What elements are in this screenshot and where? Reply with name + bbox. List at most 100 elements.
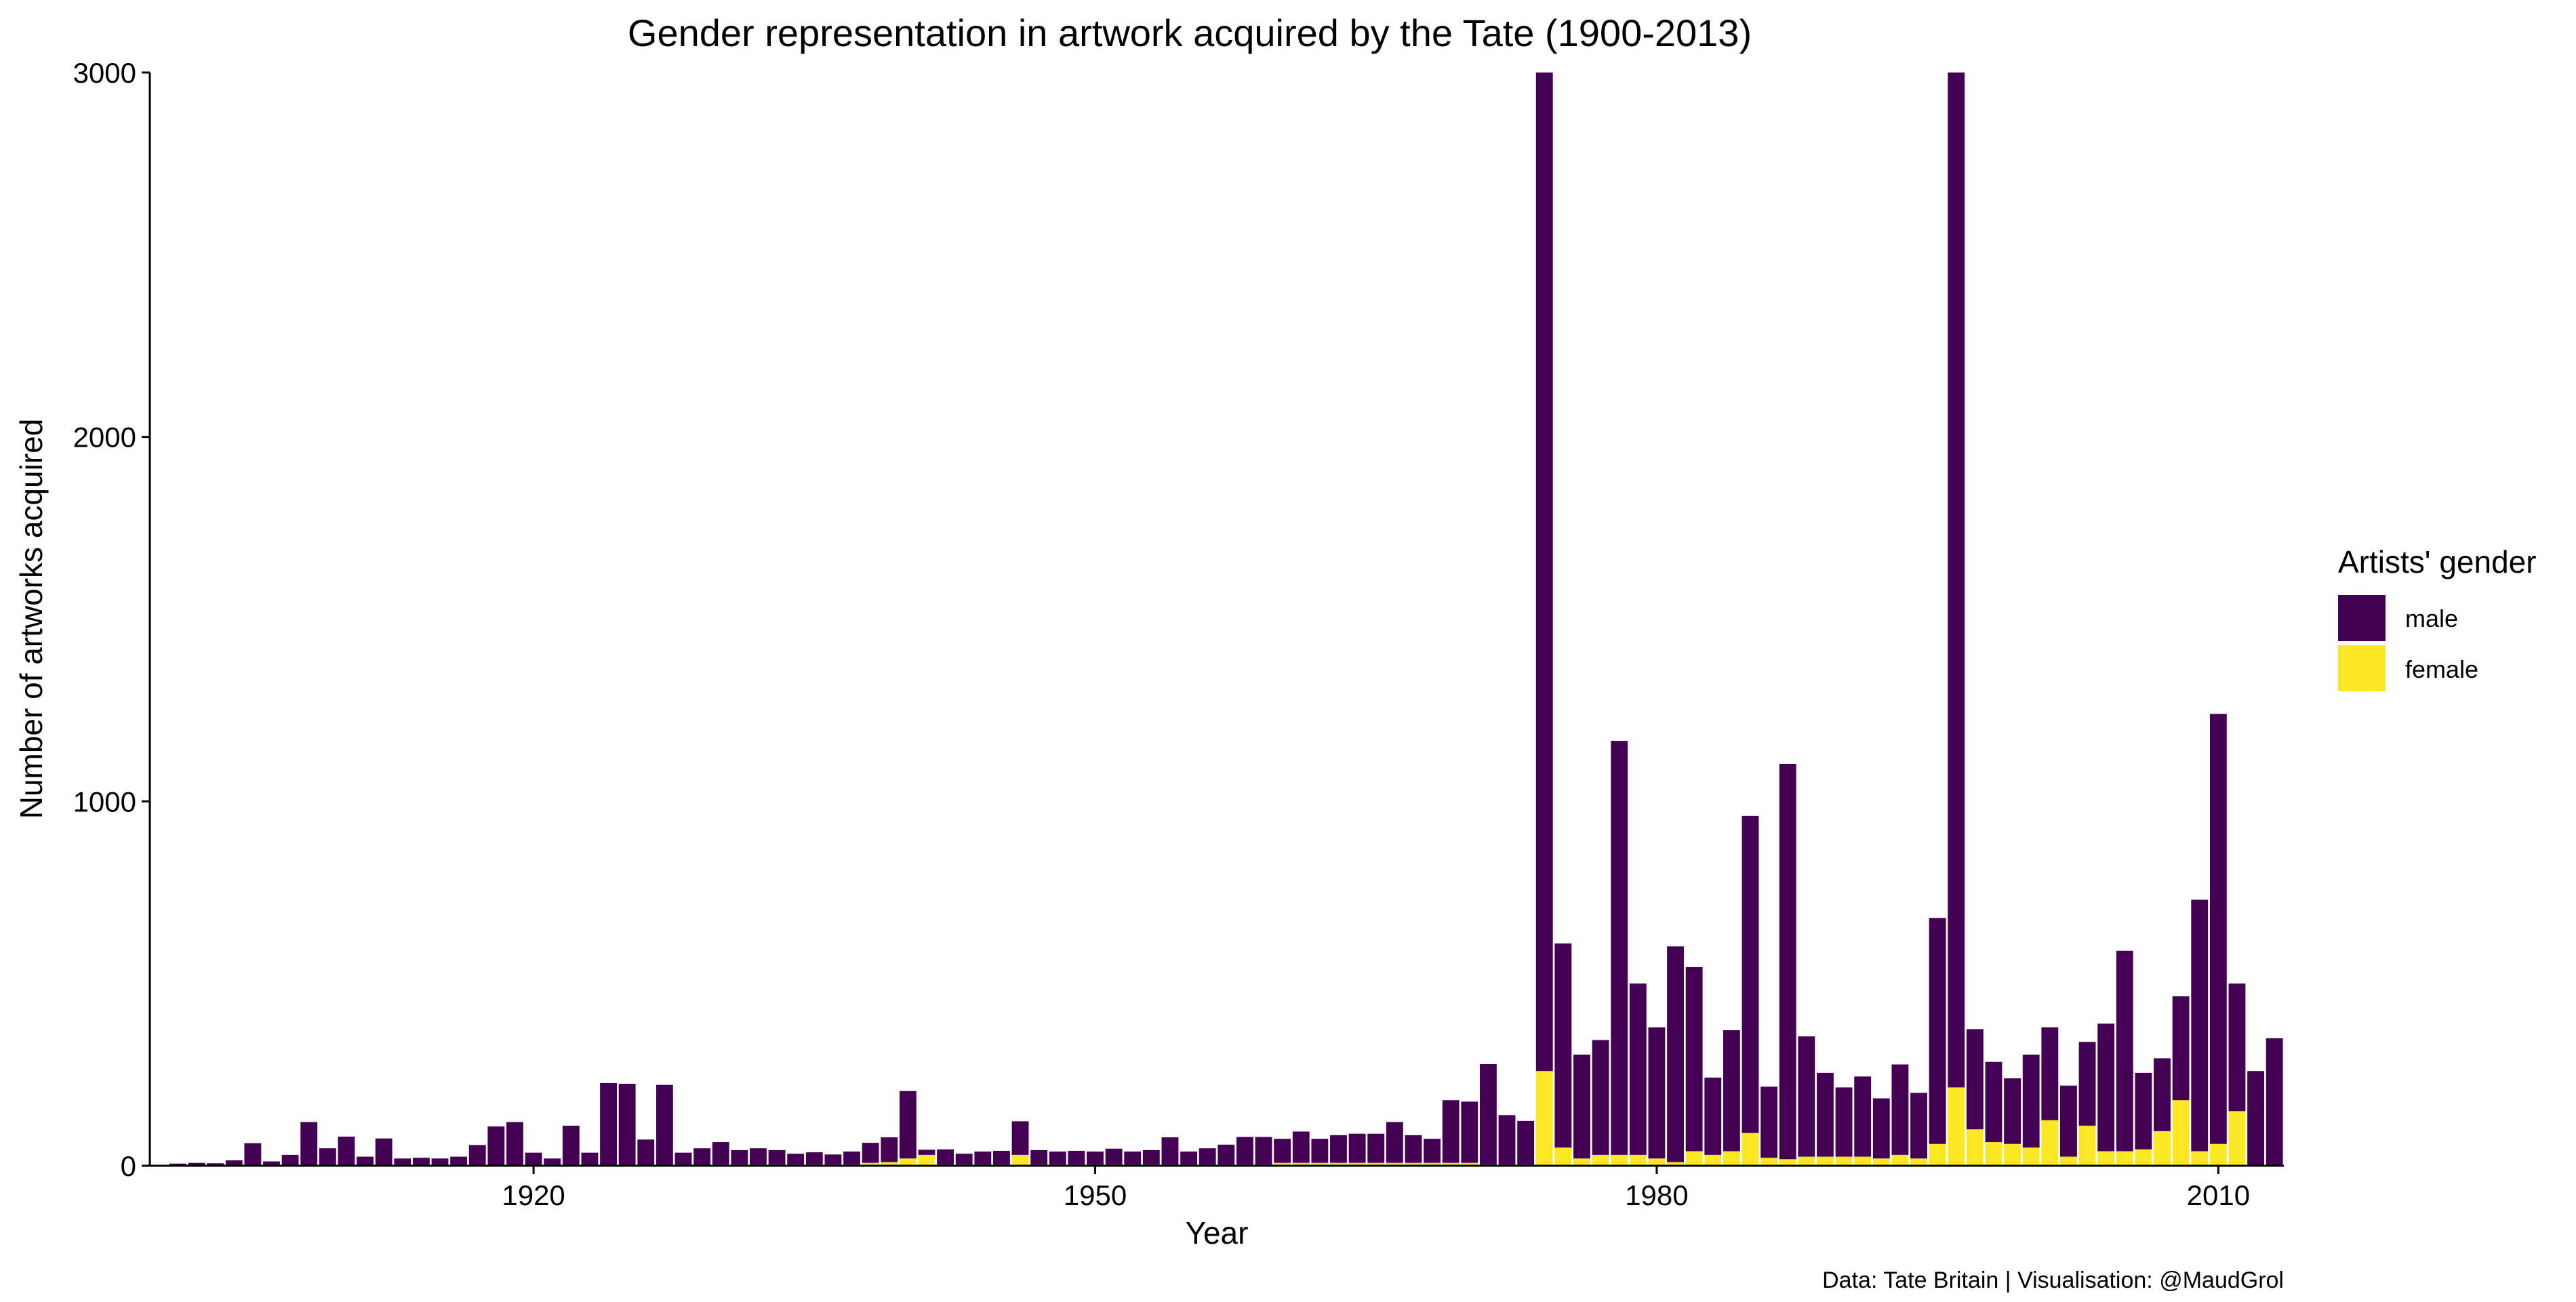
y-axis-title: Number of artworks acquired [14,419,49,819]
bar-male-2010 [2209,714,2227,1144]
bar-male-1911 [357,1156,374,1166]
bar-female-1963 [1330,1162,1347,1166]
bar-male-1944 [974,1152,992,1165]
bar-female-1974 [1535,1071,1553,1166]
bar-female-1941 [918,1154,935,1166]
bar-male-1936 [824,1154,842,1165]
legend-title: Artists' gender [2338,544,2537,579]
bar-male-1992 [1872,1098,1890,1159]
bar-female-1965 [1367,1162,1385,1166]
bar-male-1905 [244,1143,262,1166]
chart-title: Gender representation in artwork acquire… [628,12,1752,54]
bar-male-1952 [1124,1152,1142,1165]
bar-female-1984 [1723,1151,1740,1166]
bar-male-1988 [1798,1036,1815,1157]
bar-female-1962 [1311,1162,1329,1166]
bar-male-1932 [750,1148,767,1165]
bar-male-2000 [2022,1055,2040,1148]
bar-male-2012 [2247,1071,2264,1166]
bar-male-1937 [843,1152,860,1165]
bar-male-1982 [1685,967,1703,1152]
bar-male-1981 [1667,946,1684,1162]
bar-male-1970 [1461,1101,1478,1163]
bar-male-1958 [1236,1137,1253,1165]
y-tick-label-0: 0 [121,1150,136,1182]
legend: Artists' gender male female [2338,544,2537,691]
bar-male-2009 [2191,899,2209,1152]
bar-male-1933 [768,1150,786,1165]
bar-male-1999 [2004,1078,2021,1144]
bar-female-1980 [1648,1158,1666,1166]
bar-male-1985 [1742,815,1759,1133]
y-tick-label-2000: 2000 [73,422,136,453]
bar-male-1926 [637,1139,655,1165]
bar-male-1928 [675,1152,692,1165]
bar-male-1946 [1011,1121,1029,1155]
bar-male-1983 [1704,1077,1722,1155]
bar-female-1985 [1742,1133,1759,1166]
bar-male-1903 [207,1163,224,1166]
bar-female-2001 [2041,1120,2059,1166]
bar-male-1996 [1948,73,1965,1088]
bar-male-1924 [600,1082,617,1165]
bar-female-1978 [1611,1154,1628,1166]
bar-female-1939 [881,1162,898,1166]
x-ticks-group: 1920 1950 1980 2010 [502,1166,2250,1211]
x-tick-label-2010: 2010 [2187,1179,2250,1211]
bar-male-1949 [1068,1150,1085,1165]
bar-male-1907 [281,1154,299,1166]
bar-male-1976 [1573,1055,1590,1159]
bar-male-1997 [1966,1029,1984,1130]
bar-female-1940 [899,1158,917,1166]
bar-female-1994 [1910,1158,1927,1166]
bar-female-2002 [2060,1156,2077,1166]
bar-female-1975 [1554,1147,1572,1166]
chart-caption: Data: Tate Britain | Visualisation: @Mau… [1822,1267,2284,1293]
bar-female-1976 [1573,1158,1590,1166]
bar-male-1938 [862,1143,879,1163]
bar-female-1992 [1872,1158,1890,1166]
bar-male-1951 [1105,1148,1123,1165]
bar-female-2009 [2191,1151,2209,1166]
bar-male-1984 [1723,1030,1740,1152]
bar-male-1906 [263,1161,280,1166]
bar-female-1996 [1948,1087,1965,1166]
bar-male-1923 [581,1152,599,1166]
bar-male-1991 [1854,1076,1872,1157]
bar-male-1942 [937,1149,954,1165]
bar-male-2011 [2228,983,2246,1112]
bar-female-1997 [1966,1129,1984,1166]
bar-male-1993 [1891,1064,1909,1155]
bar-male-1913 [394,1158,411,1166]
bar-male-1973 [1517,1120,1535,1165]
bar-male-1994 [1910,1093,1927,1159]
bar-male-1950 [1087,1152,1104,1165]
bar-female-1981 [1667,1162,1684,1166]
bar-male-1940 [899,1091,917,1159]
bar-female-2010 [2209,1143,2227,1166]
bar-female-2003 [2078,1125,2096,1166]
bar-male-2008 [2172,996,2190,1101]
bar-male-1912 [375,1138,393,1166]
bar-female-1966 [1386,1162,1403,1166]
legend-swatch-female [2338,645,2386,691]
bar-male-1934 [787,1154,805,1165]
bar-male-1941 [918,1150,935,1155]
bar-male-1990 [1835,1087,1853,1157]
bar-female-1967 [1405,1162,1422,1166]
bar-male-1954 [1161,1137,1179,1165]
x-tick-label-1920: 1920 [502,1179,565,1211]
bar-female-1987 [1779,1159,1796,1166]
bar-male-2007 [2154,1058,2171,1131]
bar-male-1966 [1386,1122,1403,1163]
bar-male-1948 [1049,1152,1066,1165]
x-tick-label-1950: 1950 [1064,1179,1127,1211]
bar-male-1914 [412,1158,430,1166]
bar-male-1968 [1424,1139,1441,1163]
bar-male-1921 [544,1158,561,1166]
bars-group [169,73,2283,1166]
bar-male-1920 [525,1152,542,1166]
bar-male-1974 [1535,73,1553,1072]
bar-male-2001 [2041,1027,2059,1120]
bar-female-1960 [1274,1162,1291,1166]
